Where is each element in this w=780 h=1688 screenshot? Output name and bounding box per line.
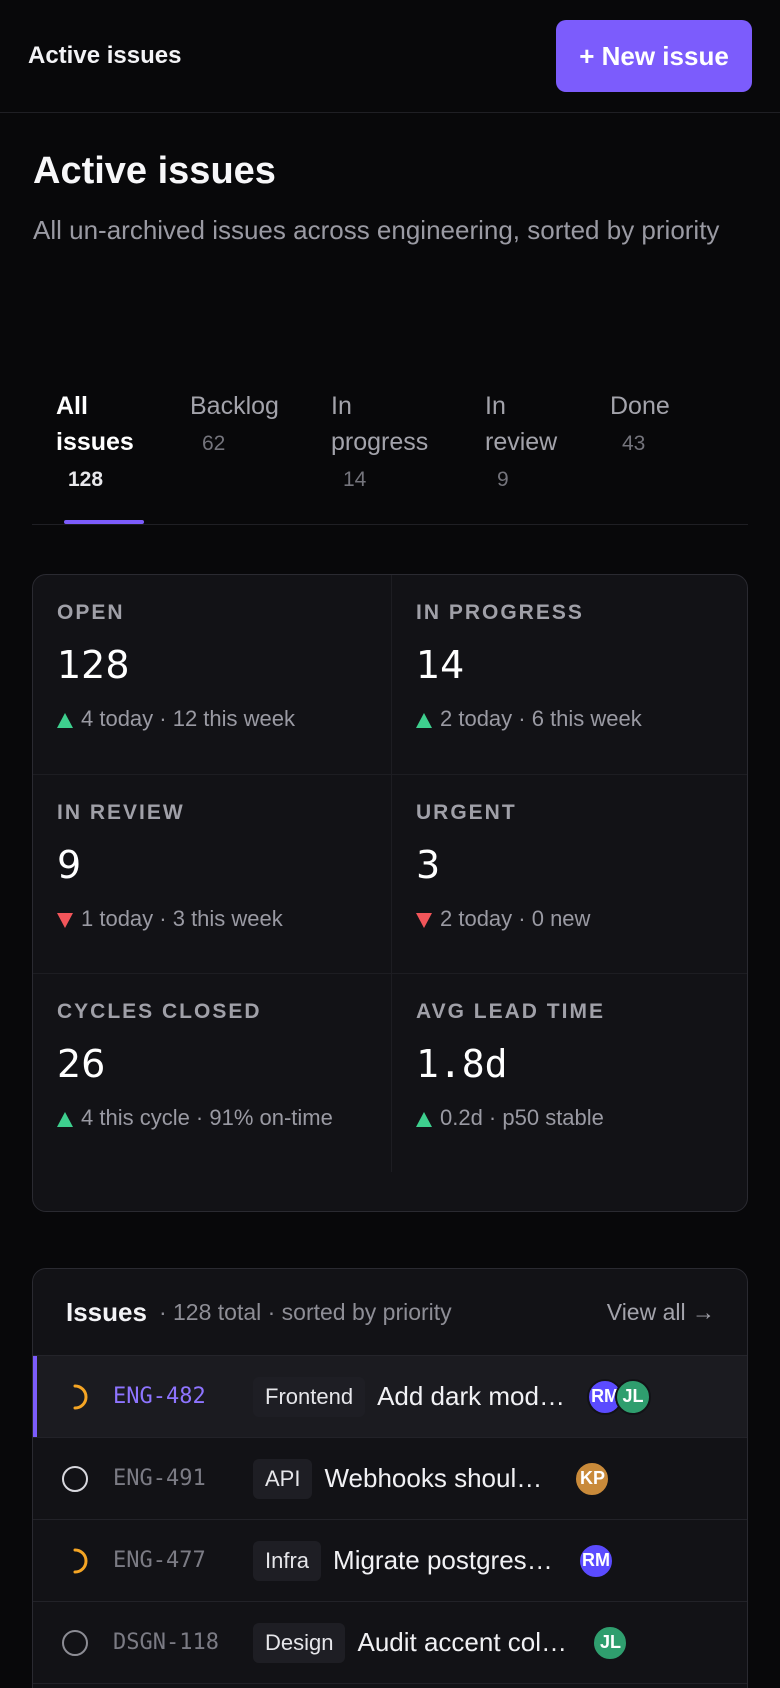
table-row[interactable]: ENG-491 API Webhooks should retry on failu… bbox=[33, 1438, 747, 1520]
stat-in-review: IN REVIEW 9 1 today · 3 this week bbox=[33, 774, 391, 973]
tab-count: 9 bbox=[497, 468, 509, 491]
issue-id[interactable]: ENG-477 bbox=[113, 1548, 206, 1573]
stat-value: 14 bbox=[416, 643, 465, 687]
stat-label: AVG LEAD TIME bbox=[416, 1000, 605, 1023]
tab-label: issues bbox=[56, 428, 134, 456]
in-progress-status-icon[interactable] bbox=[61, 1547, 89, 1575]
tab-label: In bbox=[331, 392, 352, 420]
topbar-title: Active issues bbox=[28, 42, 182, 69]
stat-label: CYCLES CLOSED bbox=[57, 1000, 262, 1023]
stat-meta-text: 4 today · 12 this week bbox=[81, 706, 296, 731]
avatar[interactable]: RM bbox=[578, 1542, 615, 1579]
stat-avg-lead-time: AVG LEAD TIME 1.8d 0.2d · p50 stable bbox=[391, 973, 747, 1172]
stat-label: IN PROGRESS bbox=[416, 601, 584, 624]
tab-count: 43 bbox=[622, 432, 646, 455]
page-subtitle: All un-archived issues across engineerin… bbox=[33, 215, 720, 245]
todo-status-icon[interactable] bbox=[61, 1629, 89, 1657]
tab-label: Backlog bbox=[190, 392, 279, 420]
stat-in-progress: IN PROGRESS 14 2 today · 6 this week bbox=[391, 575, 747, 774]
tab-count: 128 bbox=[68, 468, 104, 491]
stat-open: OPEN 128 4 today · 12 this week bbox=[33, 575, 391, 774]
todo-status-icon[interactable] bbox=[61, 1465, 89, 1493]
active-tab-indicator bbox=[64, 520, 144, 524]
trend-up-icon bbox=[416, 712, 432, 728]
avatar[interactable]: JL bbox=[615, 1378, 652, 1415]
tab-count: 14 bbox=[343, 468, 367, 491]
trend-down-icon bbox=[57, 912, 73, 928]
stat-meta-text: 2 today · 0 new bbox=[440, 906, 591, 931]
trend-down-icon bbox=[416, 912, 432, 928]
tab-count: 62 bbox=[202, 432, 226, 455]
issue-title[interactable]: Migrate postgres cluster bbox=[333, 1545, 558, 1575]
page-title: Active issues bbox=[33, 150, 276, 192]
assignees: JL bbox=[592, 1624, 629, 1661]
stat-label: URGENT bbox=[416, 801, 517, 824]
stat-meta-text: 2 today · 6 this week bbox=[440, 706, 642, 731]
in-progress-status-icon[interactable] bbox=[61, 1383, 89, 1411]
status-tabs: All issues 128 Backlog 62 In progress 14 In revie… bbox=[32, 388, 748, 525]
issues-title: Issues bbox=[66, 1296, 147, 1327]
stat-value: 3 bbox=[416, 843, 441, 887]
issue-tag: Design bbox=[253, 1622, 346, 1663]
page-header: Active issues All un-archived issues acr… bbox=[33, 150, 733, 249]
tab-in-progress[interactable]: In progress 14 bbox=[331, 388, 428, 498]
issue-title[interactable]: Add dark mode toggle bbox=[377, 1381, 567, 1411]
trend-up-icon bbox=[57, 1111, 73, 1127]
issue-tag: API bbox=[253, 1458, 313, 1499]
stat-value: 1.8d bbox=[416, 1042, 508, 1086]
view-all-link[interactable]: View all → bbox=[606, 1298, 715, 1325]
avatar[interactable]: KP bbox=[574, 1460, 611, 1497]
stats-grid: OPEN 128 4 today · 12 this week IN PROGRESS… bbox=[32, 574, 748, 1212]
tab-label: In bbox=[485, 392, 506, 420]
stat-label: IN REVIEW bbox=[57, 801, 185, 824]
stat-meta-text: 0.2d · p50 stable bbox=[440, 1105, 604, 1130]
stat-value: 128 bbox=[57, 643, 130, 687]
top-bar: Active issues + New issue bbox=[0, 0, 780, 113]
assignees: RM bbox=[578, 1542, 615, 1579]
stat-urgent: URGENT 3 2 today · 0 new bbox=[391, 774, 747, 973]
stat-cycles-closed: CYCLES CLOSED 26 4 this cycle · 91% on-tim… bbox=[33, 973, 391, 1172]
tab-all-issues[interactable]: All issues 128 bbox=[56, 388, 134, 498]
stat-meta: 2 today · 0 new bbox=[416, 901, 725, 937]
tab-label: All bbox=[56, 392, 88, 420]
avatar[interactable]: JL bbox=[592, 1624, 629, 1661]
issues-header: Issues · 128 total · sorted by priority … bbox=[33, 1269, 747, 1356]
assignees: KP bbox=[574, 1460, 611, 1497]
tab-label: progress bbox=[331, 428, 429, 456]
stat-value: 26 bbox=[57, 1042, 106, 1086]
issue-id[interactable]: ENG-482 bbox=[113, 1384, 206, 1409]
tab-done[interactable]: Done 43 bbox=[610, 388, 670, 462]
stat-label: OPEN bbox=[57, 601, 125, 624]
assignees: RM JL bbox=[587, 1378, 652, 1415]
stat-meta: 4 this cycle · 91% on-time bbox=[57, 1100, 367, 1136]
stat-meta-text: 4 this cycle · 91% on-time bbox=[81, 1105, 333, 1130]
issue-id[interactable]: ENG-491 bbox=[113, 1466, 206, 1491]
table-row[interactable]: DSGN-118 Design Audit accent colors JL bbox=[33, 1602, 747, 1684]
stat-meta: 4 today · 12 this week bbox=[57, 701, 367, 737]
issue-tag: Infra bbox=[253, 1540, 322, 1581]
trend-up-icon bbox=[416, 1111, 432, 1127]
tab-in-review[interactable]: In review 9 bbox=[485, 388, 557, 498]
issues-meta: · 128 total · sorted by priority bbox=[158, 1298, 452, 1325]
table-row[interactable]: ENG-477 Infra Migrate postgres cluster RM bbox=[33, 1520, 747, 1602]
tab-backlog[interactable]: Backlog 62 bbox=[190, 388, 279, 462]
issues-panel: Issues · 128 total · sorted by priority … bbox=[32, 1268, 748, 1688]
stat-meta: 1 today · 3 this week bbox=[57, 901, 367, 937]
issue-title[interactable]: Webhooks should retry on failure bbox=[324, 1463, 554, 1493]
stat-meta: 2 today · 6 this week bbox=[416, 701, 725, 737]
issue-title[interactable]: Audit accent colors bbox=[357, 1627, 573, 1657]
issue-id[interactable]: DSGN-118 bbox=[113, 1630, 219, 1655]
new-issue-button[interactable]: + New issue bbox=[556, 20, 752, 92]
stat-meta: 0.2d · p50 stable bbox=[416, 1100, 725, 1136]
tab-label: review bbox=[485, 428, 558, 456]
trend-up-icon bbox=[57, 712, 73, 728]
issue-tag: Frontend bbox=[253, 1376, 366, 1417]
stat-meta-text: 1 today · 3 this week bbox=[81, 906, 283, 931]
tab-label: Done bbox=[610, 392, 670, 420]
stat-value: 9 bbox=[57, 843, 82, 887]
